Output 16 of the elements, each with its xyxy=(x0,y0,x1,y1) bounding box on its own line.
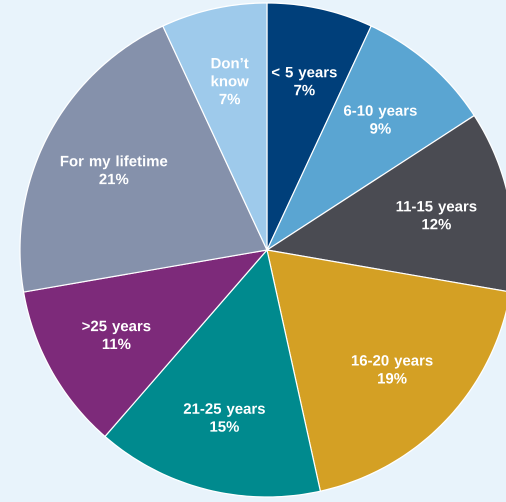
slice-label: 21-25 years xyxy=(184,403,265,417)
slice-label: Don’t know xyxy=(212,58,249,86)
slice-label: For my lifetime xyxy=(60,155,168,170)
slice-label: 6-10 years xyxy=(344,105,417,119)
data-label: 7% xyxy=(294,84,315,96)
slice-label: 11-15 years xyxy=(396,201,476,214)
data-label: 21% xyxy=(99,174,128,184)
data-label: 11% xyxy=(102,338,131,350)
slice-label: >25 years xyxy=(82,320,150,334)
slice-label: 16-20 years xyxy=(352,355,433,369)
data-label: 15% xyxy=(210,421,239,432)
data-label: 9% xyxy=(370,123,391,134)
data-label: 19% xyxy=(378,373,407,384)
data-label: 7% xyxy=(219,94,240,104)
slice-label: < 5 years xyxy=(272,66,337,80)
data-label: 12% xyxy=(422,218,451,230)
